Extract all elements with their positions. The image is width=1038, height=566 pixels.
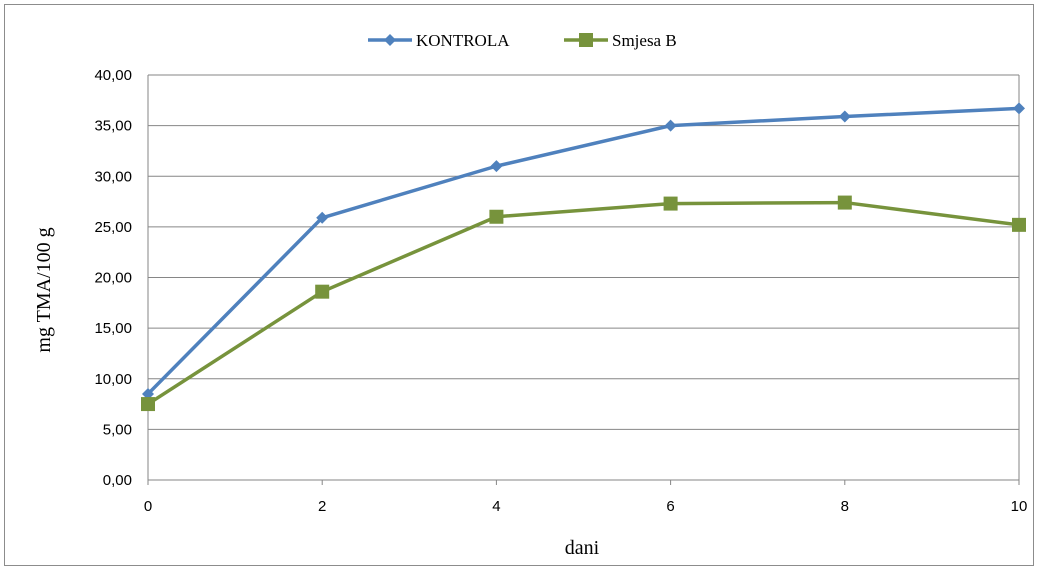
legend: KONTROLA Smjesa B bbox=[368, 31, 677, 50]
x-tick-label: 8 bbox=[841, 498, 849, 515]
series-line bbox=[146, 106, 1020, 396]
x-axis-title: dani bbox=[565, 537, 600, 559]
x-tick-label: 10 bbox=[1011, 498, 1028, 515]
y-tick-label: 30,00 bbox=[94, 168, 132, 185]
x-tick-label: 6 bbox=[666, 498, 674, 515]
y-axis-title: mg TMA/100 g bbox=[33, 227, 55, 352]
y-tick-label: 10,00 bbox=[94, 371, 132, 388]
data-point bbox=[664, 119, 677, 132]
data-point bbox=[316, 211, 329, 224]
x-tick-label: 0 bbox=[144, 498, 152, 515]
data-point bbox=[142, 387, 154, 400]
data-point bbox=[663, 196, 678, 211]
y-tick-label: 15,00 bbox=[94, 320, 132, 337]
chart-frame bbox=[4, 4, 1034, 566]
data-point bbox=[1012, 217, 1026, 232]
gridlines bbox=[147, 74, 1020, 485]
y-tick-label: 35,00 bbox=[94, 118, 132, 135]
y-tick-label: 25,00 bbox=[94, 219, 132, 236]
y-tick-label: 40,00 bbox=[94, 67, 132, 84]
x-tick-label: 4 bbox=[492, 498, 500, 515]
series-layer bbox=[141, 102, 1026, 412]
data-point bbox=[489, 209, 504, 224]
legend-label: Smjesa B bbox=[612, 31, 677, 50]
x-tick-label: 2 bbox=[318, 498, 326, 515]
y-tick-label: 20,00 bbox=[94, 270, 132, 287]
series-line bbox=[147, 200, 1020, 406]
x-tick-labels: 0 2 4 6 8 10 bbox=[144, 498, 1028, 515]
data-point bbox=[838, 110, 851, 123]
legend-label: KONTROLA bbox=[416, 31, 510, 50]
legend-marker bbox=[579, 33, 593, 47]
data-point bbox=[1013, 102, 1025, 115]
legend-marker bbox=[384, 34, 396, 46]
y-tick-label: 5,00 bbox=[103, 421, 132, 438]
data-point bbox=[837, 195, 852, 210]
series-1 bbox=[142, 102, 1025, 400]
series-2 bbox=[141, 195, 1026, 412]
data-point bbox=[490, 160, 503, 173]
data-point bbox=[141, 397, 155, 412]
y-tick-labels: 0,00 5,00 10,00 15,00 20,00 25,00 30,00 35,00 40… bbox=[94, 67, 132, 489]
data-point bbox=[315, 284, 330, 299]
y-tick-label: 0,00 bbox=[103, 472, 132, 489]
